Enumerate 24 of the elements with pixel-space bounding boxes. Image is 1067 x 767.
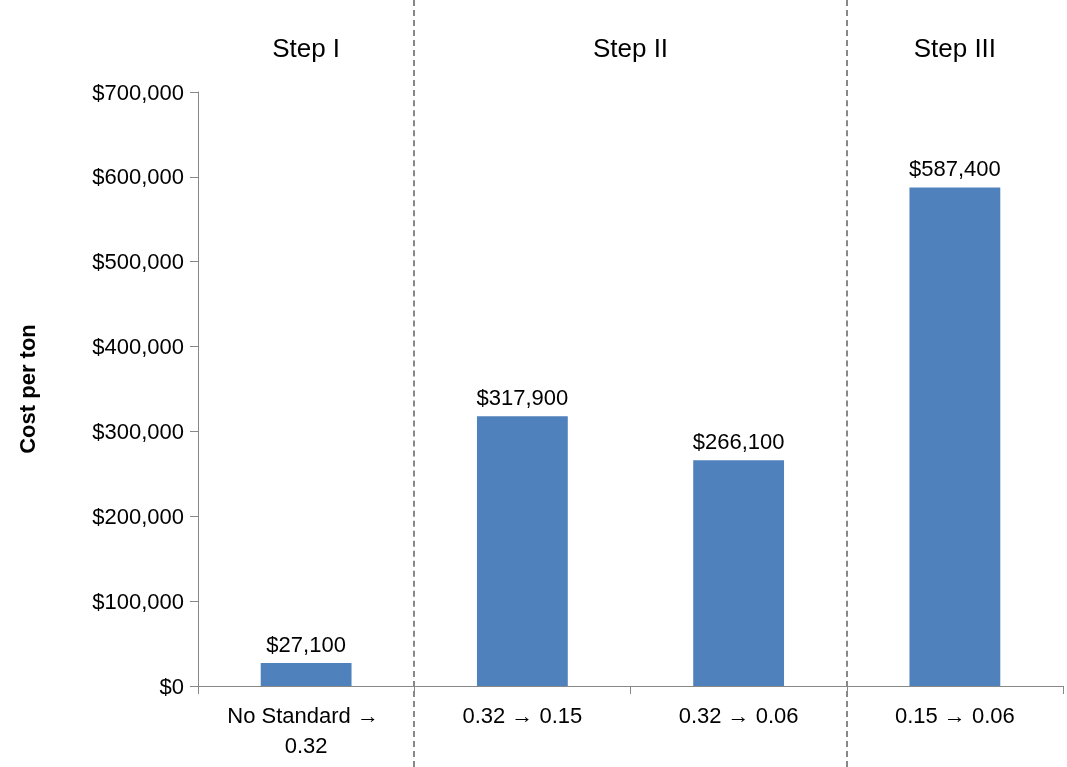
y-tick-label: $500,000 — [92, 249, 184, 275]
text: Step I — [272, 33, 341, 63]
y-tick-label: $400,000 — [92, 334, 184, 360]
bar — [909, 187, 1001, 686]
data-label: $587,400 — [908, 156, 1001, 182]
x-tick-label: 0.15 → 0.06 — [894, 702, 1015, 728]
bar — [260, 663, 352, 686]
bar — [476, 416, 568, 686]
y-axis-title: Cost per ton — [14, 324, 40, 454]
y-tick-label: $100,000 — [92, 588, 184, 614]
data-label: $317,900 — [476, 384, 569, 410]
data-label: $27,100 — [266, 631, 346, 657]
text: Step III — [913, 33, 997, 63]
y-tick-label: $200,000 — [92, 503, 184, 529]
x-tick-label: No Standard → 0.32 — [227, 702, 385, 758]
y-tick-label: $0 — [159, 673, 184, 699]
data-label: $266,100 — [692, 428, 785, 454]
x-tick-label: 0.32 → 0.15 — [462, 702, 583, 728]
text: Step II — [592, 33, 669, 63]
y-tick-label: $700,000 — [92, 79, 184, 105]
y-tick-label: $300,000 — [92, 418, 184, 444]
bar — [693, 460, 785, 686]
y-tick-label: $600,000 — [92, 164, 184, 190]
x-tick-label: 0.32 → 0.06 — [678, 702, 799, 728]
